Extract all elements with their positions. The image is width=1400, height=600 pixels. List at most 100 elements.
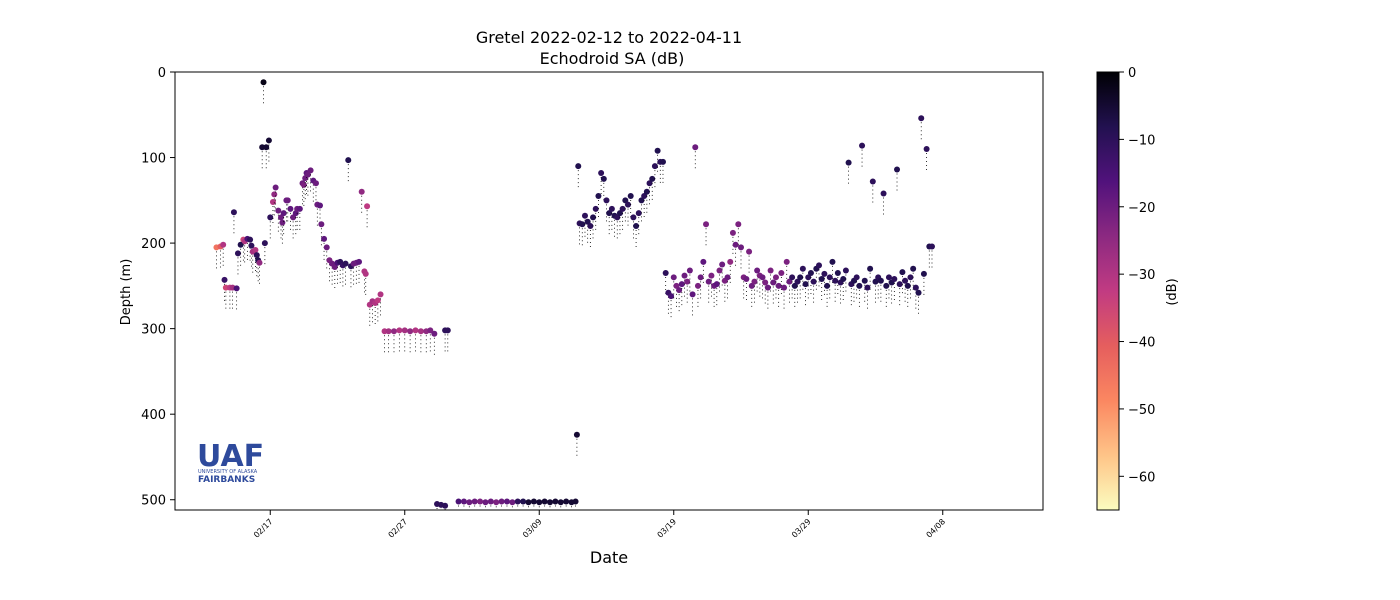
data-point [345,157,352,164]
data-point [520,498,527,505]
data-point [220,241,227,248]
data-point [503,498,510,505]
data-point [635,210,642,217]
data-point [649,175,656,182]
data-point [826,274,833,281]
data-point [869,178,876,185]
data-point [727,258,734,265]
data-point [872,278,879,285]
data-point [587,222,594,229]
data-point [751,278,758,285]
data-point [271,191,278,198]
data-point [762,279,769,286]
data-point [318,221,325,228]
data-point [455,498,462,505]
data-point [748,282,755,289]
data-point [861,277,868,284]
data-point [471,498,478,505]
data-point [269,199,276,206]
data-point [928,243,935,250]
x-tick-label: 02/27 [386,517,409,540]
data-point [331,264,338,271]
data-point [412,327,419,334]
y-axis-label: Depth (m) [119,259,134,326]
data-point [818,276,825,283]
y-tick-label: 300 [141,323,166,338]
data-point [307,167,314,174]
data-point [859,142,866,149]
data-point [304,171,311,178]
data-point [735,221,742,228]
logo-fairbanks-text: FAIRBANKS [198,475,255,485]
data-point [234,250,241,257]
data-point [627,193,634,200]
data-point [342,260,349,267]
data-point [275,207,282,214]
data-point [525,499,532,506]
data-point [321,235,328,242]
data-point [590,214,597,221]
x-tick-label: 04/08 [924,517,947,540]
data-point [891,276,898,283]
data-point [799,265,806,272]
colorbar-axis: 0 −10 −20 −30 −40 −50 −60 [1119,66,1155,485]
data-point [676,287,683,294]
data-point [614,214,621,221]
data-point [625,201,632,208]
data-point [606,210,613,217]
data-point [646,180,653,187]
colorbar [1096,71,1120,511]
logo-uaf-text: UAF [197,439,264,474]
data-point [708,272,715,279]
data-point [651,163,658,170]
data-point [781,284,788,291]
data-point [272,184,279,191]
data-point [460,498,467,505]
data-point [557,499,564,506]
data-point [732,241,739,248]
data-point [323,244,330,251]
colorbar-tick-label: −50 [1128,403,1155,418]
data-point [877,277,884,284]
data-point [630,214,637,221]
x-tick-label: 02/17 [252,517,275,540]
data-point [896,281,903,288]
data-point [802,281,809,288]
data-point [261,240,268,247]
colorbar-tick-label: −20 [1128,201,1155,216]
data-point [684,278,691,285]
data-point [633,222,640,229]
data-point [810,278,817,285]
data-point [791,282,798,289]
y-tick-label: 0 [158,66,166,81]
data-point [509,499,516,506]
colorbar-tick-label: −40 [1128,336,1155,351]
data-point [738,244,744,251]
y-tick-label: 500 [141,494,166,509]
data-point [845,159,852,166]
data-point [356,258,363,265]
data-point [252,246,259,253]
data-point [824,282,831,289]
data-point [816,262,823,269]
data-point [385,328,392,335]
data-point [278,214,285,221]
data-point [899,269,906,276]
data-point [290,214,297,221]
data-point [247,236,254,243]
data-point [842,267,849,274]
data-point [317,202,324,209]
data-point [659,158,666,165]
y-axis: 0 100 200 300 400 500 [141,66,175,509]
colorbar-tick-label: −30 [1128,268,1155,283]
data-point [832,277,839,284]
data-point [654,147,661,154]
data-point [772,274,779,281]
data-point [915,289,922,296]
data-point [729,229,736,236]
data-point [280,210,287,217]
data-point [681,272,688,279]
data-point [692,144,699,151]
points-layer [213,79,935,510]
